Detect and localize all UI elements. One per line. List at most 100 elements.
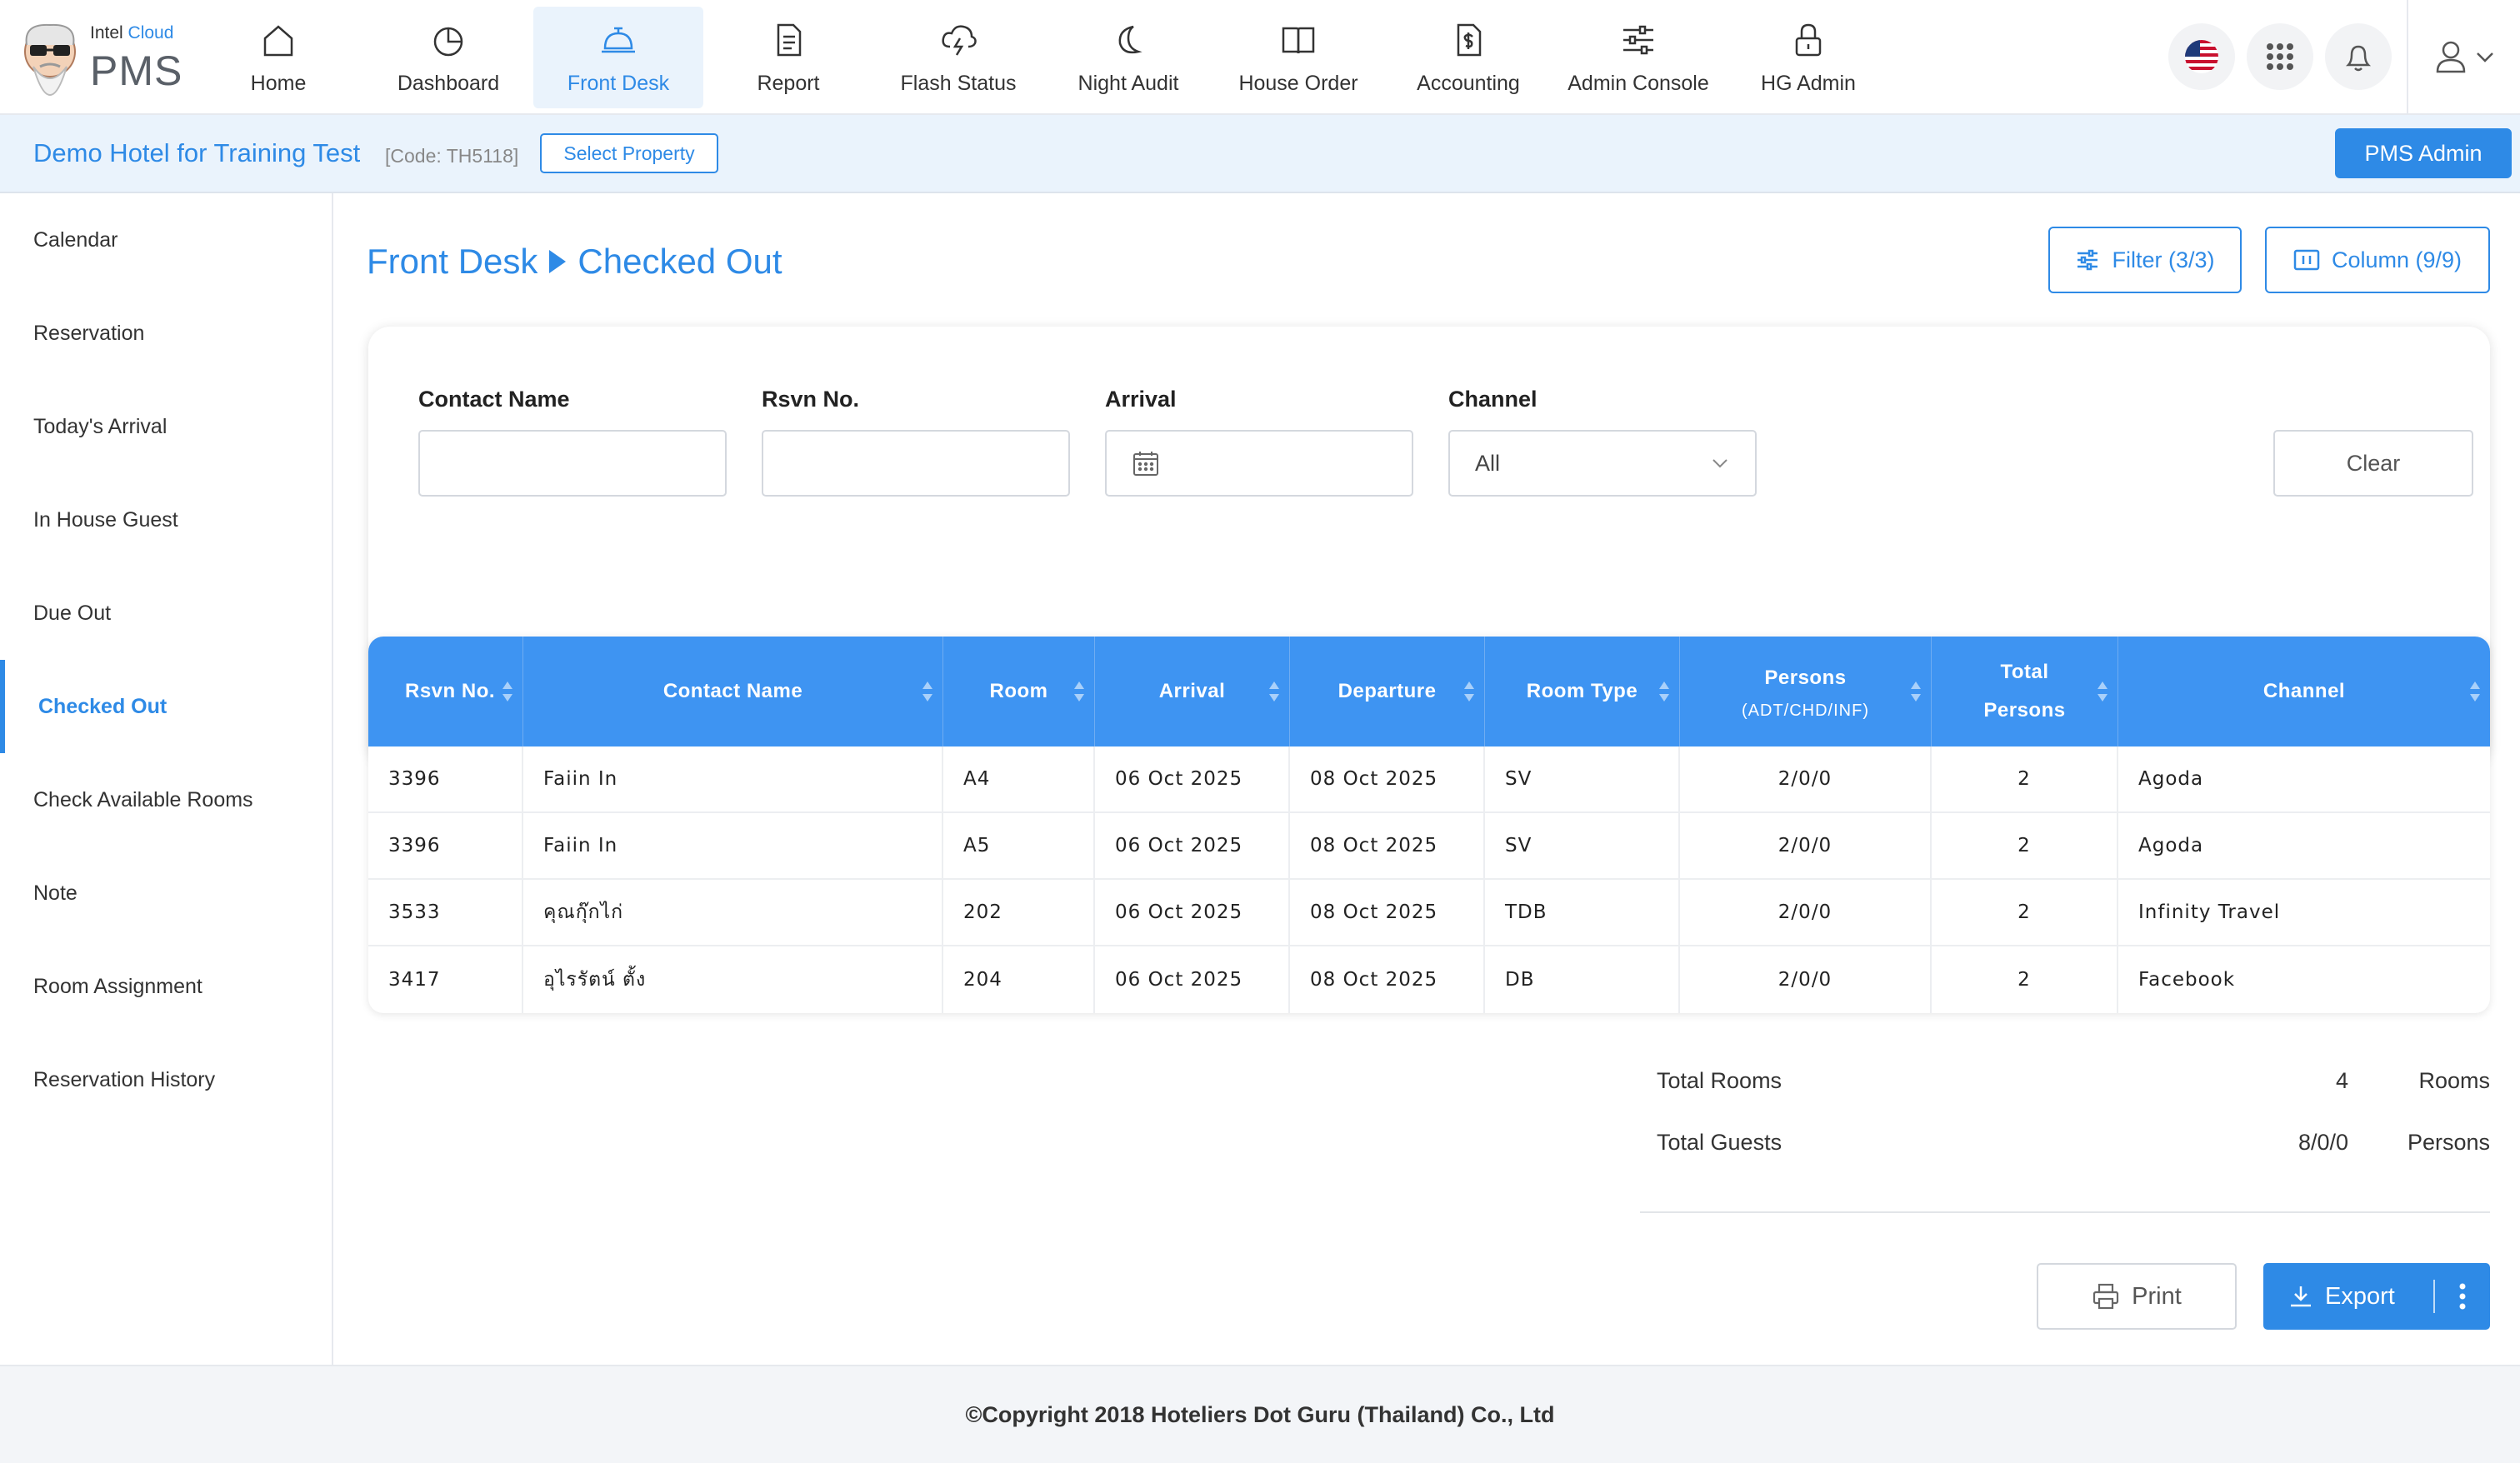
nav-label: House Order <box>1238 72 1358 95</box>
column-button-label: Column (9/9) <box>2331 247 2462 272</box>
cell-contact-name: คุณกุ๊กไก่ <box>523 880 943 945</box>
apps-grid-icon <box>2267 43 2293 70</box>
column-header-contact-name[interactable]: Contact Name <box>523 637 943 746</box>
export-separator <box>2433 1280 2435 1313</box>
filter-sliders-icon <box>2078 249 2098 271</box>
nav-admin-console[interactable]: Admin Console <box>1553 7 1723 108</box>
pie-chart-icon <box>433 27 463 57</box>
column-header-room[interactable]: Room <box>943 637 1095 746</box>
arrival-date-input[interactable] <box>1105 430 1413 497</box>
sort-icon <box>1074 682 1084 702</box>
column-header-departure[interactable]: Departure <box>1290 637 1485 746</box>
app-logo[interactable]: Intel Cloud PMS <box>15 12 182 103</box>
cell-total-persons: 2 <box>1932 880 2118 945</box>
columns-icon <box>2293 249 2320 271</box>
home-icon <box>263 25 293 57</box>
cell-contact-name: อุไรรัตน์ ตั้ง <box>523 946 943 1013</box>
nav-hg-admin[interactable]: HG Admin <box>1723 7 1893 108</box>
total-rooms-unit: Rooms <box>2418 1068 2490 1093</box>
sidebar-item-check-available-rooms[interactable]: Check Available Rooms <box>33 787 253 811</box>
main-content: Front Desk Checked Out Filter (3/3) Colu… <box>335 193 2520 1365</box>
column-header-channel[interactable]: Channel <box>2118 637 2490 746</box>
breadcrumb-section[interactable]: Front Desk <box>367 242 538 281</box>
sidebar-item-in-house-guest[interactable]: In House Guest <box>33 507 178 532</box>
cell-room: A5 <box>943 813 1095 878</box>
cell-departure: 08 Oct 2025 <box>1290 880 1485 945</box>
hotel-name: Demo Hotel for Training Test <box>33 138 361 167</box>
nav-dashboard[interactable]: Dashboard <box>363 7 533 108</box>
nav-report[interactable]: Report <box>703 7 873 108</box>
table-row[interactable]: 3417 อุไรรัตน์ ตั้ง 204 06 Oct 2025 08 O… <box>368 946 2490 1013</box>
column-header-arrival[interactable]: Arrival <box>1095 637 1290 746</box>
copyright-text: ©Copyright 2018 Hoteliers Dot Guru (Thai… <box>965 1401 1555 1427</box>
sidebar-item-todays-arrival[interactable]: Today's Arrival <box>33 414 168 438</box>
rsvn-no-label: Rsvn No. <box>762 387 860 412</box>
user-menu[interactable] <box>2407 0 2520 113</box>
cell-persons: 2/0/0 <box>1680 746 1932 811</box>
footer: ©Copyright 2018 Hoteliers Dot Guru (Thai… <box>0 1365 2520 1463</box>
nav-label: Flash Status <box>900 72 1017 95</box>
total-guests-label: Total Guests <box>1657 1130 1782 1155</box>
sidebar-item-due-out[interactable]: Due Out <box>33 601 112 625</box>
clear-button[interactable]: Clear <box>2273 430 2473 497</box>
rsvn-no-input[interactable] <box>762 430 1070 497</box>
cell-total-persons: 2 <box>1932 813 2118 878</box>
filter-button[interactable]: Filter (3/3) <box>2048 227 2242 293</box>
nav-front-desk[interactable]: Front Desk <box>533 7 703 108</box>
sidebar-item-note[interactable]: Note <box>33 881 78 905</box>
table-row[interactable]: 3533 คุณกุ๊กไก่ 202 06 Oct 2025 08 Oct 2… <box>368 880 2490 946</box>
select-property-button[interactable]: Select Property <box>540 133 718 173</box>
cell-departure: 08 Oct 2025 <box>1290 746 1485 811</box>
top-navigation-bar: Intel Cloud PMS Home Dashboard Front Des… <box>0 0 2520 115</box>
cell-arrival: 06 Oct 2025 <box>1095 946 1290 1013</box>
total-guests-unit: Persons <box>2407 1130 2490 1155</box>
export-more-button[interactable] <box>2435 1282 2490 1311</box>
table-row[interactable]: 3396 Faiin In A4 06 Oct 2025 08 Oct 2025… <box>368 746 2490 813</box>
contact-name-input[interactable] <box>418 430 727 497</box>
apps-grid-button[interactable] <box>2247 23 2313 90</box>
cell-room: 202 <box>943 880 1095 945</box>
main-nav: Home Dashboard Front Desk Report Flash S… <box>193 7 1893 108</box>
nav-flash-status[interactable]: Flash Status <box>873 7 1043 108</box>
column-button[interactable]: Column (9/9) <box>2265 227 2490 293</box>
table-header: Rsvn No. Contact Name Room Arrival Depar… <box>368 637 2490 746</box>
nav-night-audit[interactable]: Night Audit <box>1043 7 1213 108</box>
export-button[interactable]: Export <box>2263 1263 2490 1330</box>
sidebar-item-reservation[interactable]: Reservation <box>33 321 145 345</box>
cell-room-type: TDB <box>1485 880 1680 945</box>
sidebar-item-calendar[interactable]: Calendar <box>33 227 118 252</box>
sidebar-item-room-assignment[interactable]: Room Assignment <box>33 974 202 998</box>
moon-icon <box>1118 25 1142 54</box>
sort-icon <box>1659 682 1669 702</box>
cell-total-persons: 2 <box>1932 946 2118 1013</box>
cell-rsvn-no: 3396 <box>368 813 523 878</box>
mascot-logo-icon <box>24 23 76 97</box>
print-button[interactable]: Print <box>2037 1263 2237 1330</box>
arrival-label: Arrival <box>1105 387 1177 412</box>
cloud-lightning-icon <box>942 25 977 56</box>
channel-select[interactable]: All <box>1448 430 1757 497</box>
column-header-persons[interactable]: Persons (ADT/CHD/INF) <box>1680 637 1932 746</box>
breadcrumb-arrow-icon <box>549 250 567 273</box>
column-header-total-persons[interactable]: Total Persons <box>1932 637 2118 746</box>
total-rooms-label: Total Rooms <box>1657 1068 1782 1093</box>
column-header-rsvn-no[interactable]: Rsvn No. <box>368 637 523 746</box>
breadcrumb-page: Checked Out <box>578 242 782 281</box>
cell-contact-name: Faiin In <box>523 813 943 878</box>
language-button[interactable] <box>2168 23 2235 90</box>
cell-room-type: SV <box>1485 813 1680 878</box>
cell-rsvn-no: 3417 <box>368 946 523 1013</box>
column-header-room-type[interactable]: Room Type <box>1485 637 1680 746</box>
pms-admin-button[interactable]: PMS Admin <box>2335 128 2512 178</box>
nav-label: Admin Console <box>1568 72 1709 95</box>
table-row[interactable]: 3396 Faiin In A5 06 Oct 2025 08 Oct 2025… <box>368 813 2490 880</box>
sidebar-item-reservation-history[interactable]: Reservation History <box>33 1067 216 1091</box>
notifications-button[interactable] <box>2325 23 2392 90</box>
sidebar-item-checked-out[interactable]: Checked Out <box>0 660 332 753</box>
nav-house-order[interactable]: House Order <box>1213 7 1383 108</box>
nav-home[interactable]: Home <box>193 7 363 108</box>
total-rooms-row: Total Rooms 4 Rooms <box>1657 1055 2490 1116</box>
export-main-action[interactable]: Export <box>2263 1283 2433 1311</box>
nav-accounting[interactable]: Accounting <box>1383 7 1553 108</box>
cell-room-type: DB <box>1485 946 1680 1013</box>
